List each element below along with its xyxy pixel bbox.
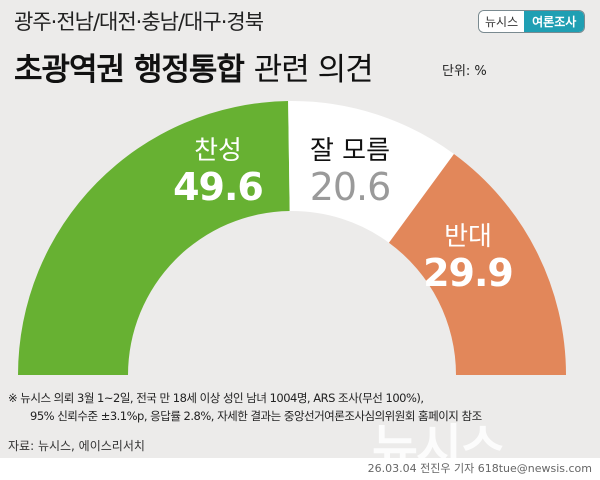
newsis-watermark: 뉴시스 <box>372 419 506 477</box>
chart-title: 초광역권 행정통합 관련 의견 <box>14 44 374 89</box>
title-light: 관련 의견 <box>253 52 374 88</box>
title-bold: 초광역권 행정통합 <box>14 52 245 88</box>
dont-know-value: 20.6 <box>309 165 392 209</box>
source-label: 자료: 뉴시스, 에이스리서치 <box>8 439 145 453</box>
note-line-2: 95% 신뢰수준 ±3.1%p, 응답률 2.8%, 자세한 결과는 중앙선거여… <box>30 409 482 423</box>
newsis-poll-badge: 뉴시스 여론조사 <box>478 10 586 33</box>
segment-agree <box>18 101 290 375</box>
agree-value: 49.6 <box>173 165 264 209</box>
label-dont-know: 잘 모름 20.6 <box>309 136 392 209</box>
survey-note: ※ 뉴시스 의뢰 3월 1~2일, 전국 만 18세 이상 성인 남녀 1004… <box>8 389 482 425</box>
credit-line: 26.03.04 전진우 기자 618tue@newsis.com <box>367 462 592 475</box>
disagree-value: 29.9 <box>423 251 514 295</box>
disagree-name: 반대 <box>444 222 492 252</box>
label-agree: 찬성 49.6 <box>173 136 264 209</box>
unit-label: 단위: % <box>442 64 487 79</box>
agree-name: 찬성 <box>194 136 242 166</box>
semicircle-gauge <box>18 101 566 375</box>
chart-subtitle: 광주·전남/대전·충남/대구·경북 <box>14 10 264 34</box>
note-line-1: ※ 뉴시스 의뢰 3월 1~2일, 전국 만 18세 이상 성인 남녀 1004… <box>8 391 424 405</box>
dont-know-name: 잘 모름 <box>309 136 391 166</box>
badge-brand: 뉴시스 <box>479 11 525 32</box>
label-disagree: 반대 29.9 <box>423 222 514 295</box>
badge-poll: 여론조사 <box>524 11 585 32</box>
segment-dont-know <box>288 101 454 243</box>
segment-disagree <box>388 153 566 375</box>
